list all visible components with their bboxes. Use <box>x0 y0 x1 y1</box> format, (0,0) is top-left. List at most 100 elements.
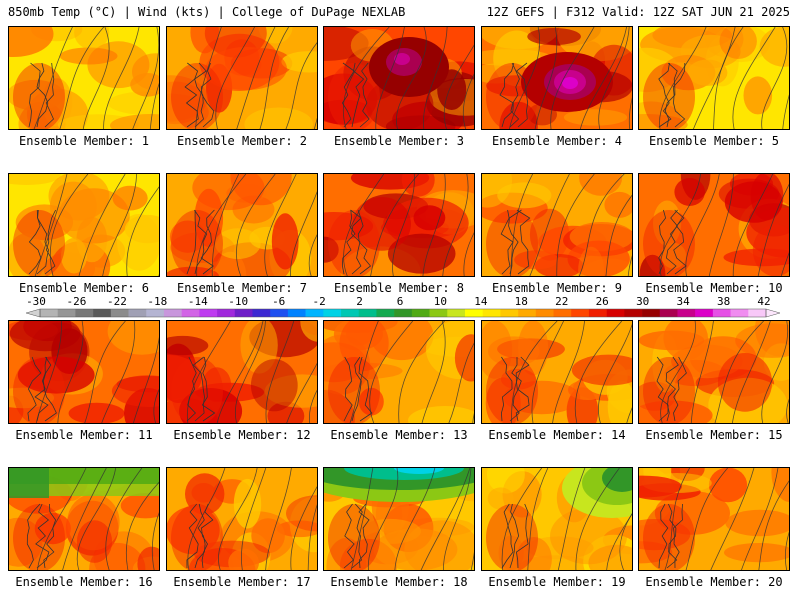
ensemble-member-map <box>323 467 475 571</box>
colorbar-tick-label: 10 <box>434 296 447 308</box>
ensemble-member-label: Ensemble Member: 10 <box>645 281 783 295</box>
colorbar-segment <box>642 309 661 317</box>
colorbar-segment <box>323 309 342 317</box>
ensemble-member-label: Ensemble Member: 4 <box>491 134 623 148</box>
temperature-field <box>167 321 317 423</box>
ensemble-member-label: Ensemble Member: 7 <box>176 281 308 295</box>
colorbar-tick-label: -26 <box>66 296 86 308</box>
colorbar-segment <box>624 309 643 317</box>
temperature-field <box>482 321 632 423</box>
colorbar-segment <box>606 309 625 317</box>
colorbar-tick-label: 34 <box>676 296 690 308</box>
colorbar-segment <box>376 309 395 317</box>
colorbar-segment <box>730 309 749 317</box>
ensemble-member-map <box>481 320 633 424</box>
map-title: 850mb Temp (°C) | Wind (kts) | College o… <box>8 5 406 19</box>
ensemble-member-label: Ensemble Member: 9 <box>491 281 623 295</box>
ensemble-member-label: Ensemble Member: 1 <box>18 134 150 148</box>
temperature-field <box>324 321 474 423</box>
colorbar-max-arrow <box>765 308 781 318</box>
temperature-field <box>9 468 159 570</box>
colorbar-tick-label: -14 <box>188 296 208 308</box>
ensemble-member-map <box>481 467 633 571</box>
ensemble-member-map <box>323 320 475 424</box>
colorbar-segment <box>712 309 731 317</box>
ensemble-member-map <box>8 173 160 277</box>
colorbar-tick-label: -2 <box>312 296 325 308</box>
colorbar-segment <box>234 309 253 317</box>
ensemble-member-label: Ensemble Member: 17 <box>173 575 311 589</box>
colorbar-segment <box>464 309 483 317</box>
temperature-field <box>482 174 632 276</box>
temperature-field <box>324 468 474 570</box>
temperature-field <box>167 468 317 570</box>
ensemble-member-label: Ensemble Member: 11 <box>15 428 153 442</box>
ensemble-member-map <box>638 467 790 571</box>
temperature-field <box>482 27 632 129</box>
colorbar-segment <box>358 309 377 317</box>
ensemble-member-label: Ensemble Member: 20 <box>645 575 783 589</box>
temperature-field <box>639 468 789 570</box>
colorbar-tick-label: 2 <box>356 296 363 308</box>
colorbar-segment <box>40 309 59 317</box>
ensemble-member-map <box>638 26 790 130</box>
colorbar-segment <box>270 309 289 317</box>
colorbar-segment <box>163 309 182 317</box>
colorbar-segment <box>199 309 218 317</box>
colorbar-segment <box>748 309 767 317</box>
ensemble-member-map <box>166 320 318 424</box>
temperature-field <box>639 27 789 129</box>
temperature-field <box>324 27 474 129</box>
colorbar-tick-label: 42 <box>757 296 770 308</box>
colorbar-segment <box>57 309 76 317</box>
colorbar-tick-label: 6 <box>397 296 404 308</box>
colorbar-segment <box>482 309 501 317</box>
temperature-field <box>639 321 789 423</box>
colorbar-tick-label: 18 <box>515 296 528 308</box>
colorbar-segment <box>411 309 430 317</box>
ensemble-member-label: Ensemble Member: 14 <box>488 428 626 442</box>
ensemble-member-map <box>8 467 160 571</box>
ensemble-member-label: Ensemble Member: 13 <box>330 428 468 442</box>
temperature-field <box>639 174 789 276</box>
colorbar-tick-label: -18 <box>147 296 167 308</box>
ensemble-member-label: Ensemble Member: 18 <box>330 575 468 589</box>
temperature-field <box>9 27 159 129</box>
temperature-field <box>324 174 474 276</box>
colorbar-tick-label: -6 <box>272 296 285 308</box>
ensemble-member-map <box>166 467 318 571</box>
colorbar-segment <box>394 309 413 317</box>
colorbar-segment <box>571 309 590 317</box>
ensemble-member-map <box>8 320 160 424</box>
colorbar-segment <box>93 309 112 317</box>
ensemble-member-label: Ensemble Member: 5 <box>648 134 780 148</box>
colorbar-segment <box>659 309 678 317</box>
temperature-field <box>167 174 317 276</box>
colorbar-segment <box>287 309 306 317</box>
temperature-field <box>9 321 159 423</box>
colorbar-segment <box>429 309 448 317</box>
temperature-field <box>9 174 159 276</box>
colorbar-tick-label: 22 <box>555 296 568 308</box>
ensemble-member-label: Ensemble Member: 19 <box>488 575 626 589</box>
ensemble-member-label: Ensemble Member: 2 <box>176 134 308 148</box>
temperature-colorbar: -30 -26 -22 -18 -14 -10 -6 -2 2 6 10 14 18 22 26 30 34 38… <box>25 296 781 318</box>
colorbar-min-arrow <box>25 308 41 318</box>
ensemble-member-label: Ensemble Member: 8 <box>333 281 465 295</box>
colorbar-segment <box>146 309 165 317</box>
ensemble-member-map <box>481 173 633 277</box>
ensemble-member-map <box>166 173 318 277</box>
colorbar-segment <box>110 309 129 317</box>
colorbar-segment <box>341 309 360 317</box>
ensemble-member-map <box>323 26 475 130</box>
colorbar-segment <box>677 309 696 317</box>
colorbar-segment <box>217 309 236 317</box>
colorbar-segment <box>447 309 466 317</box>
colorbar-segment <box>252 309 271 317</box>
ensemble-member-map <box>638 173 790 277</box>
colorbar-segment <box>695 309 714 317</box>
model-run-valid-time: 12Z GEFS | F312 Valid: 12Z SAT JUN 21 20… <box>486 5 790 19</box>
temperature-field <box>167 27 317 129</box>
colorbar-segment <box>305 309 324 317</box>
colorbar-segment <box>500 309 519 317</box>
